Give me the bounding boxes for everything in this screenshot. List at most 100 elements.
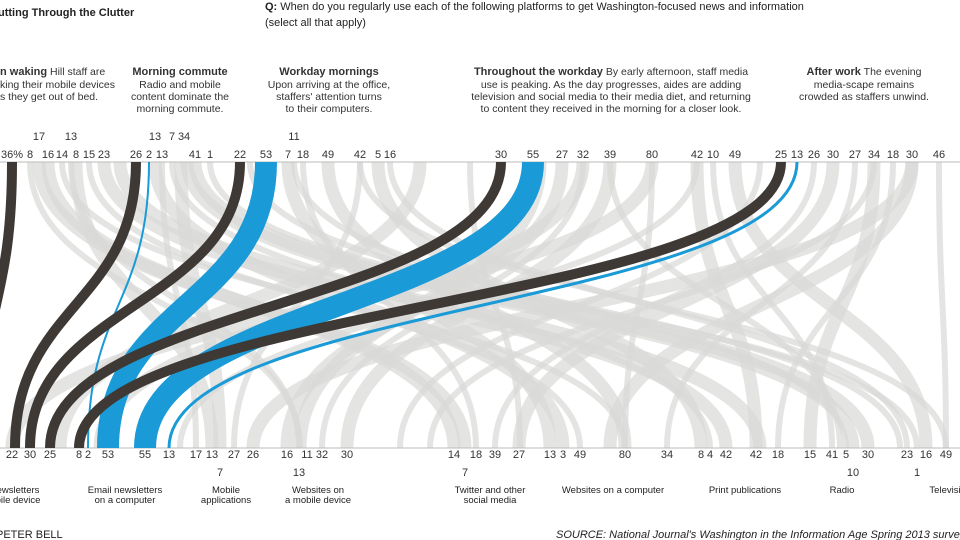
period-line: staffers' attention turns — [276, 91, 382, 103]
background-ribbon — [231, 161, 363, 449]
period-line: to their computers. — [286, 103, 373, 115]
top-number: 2 — [146, 149, 152, 161]
top-number: 39 — [604, 149, 616, 161]
bottom-number: 27 — [513, 449, 525, 461]
platform-label: ewsletters — [0, 485, 40, 496]
period-title: Morning commute — [132, 66, 227, 78]
highlight-ribbon — [45, 161, 506, 449]
bottom-number: 30 — [24, 449, 36, 461]
period-line: media-scape remains — [814, 79, 914, 91]
period-title: n waking — [0, 66, 47, 78]
highlight-ribbon — [0, 161, 17, 311]
top-raised-number: 3 — [178, 131, 184, 143]
platform-label: Televisi — [929, 485, 960, 496]
period-line: Radio and mobile — [139, 79, 221, 91]
top-raised-number: 4 — [184, 131, 190, 143]
bottom-lower-number: 7 — [217, 467, 223, 479]
bottom-number: 2 — [85, 449, 91, 461]
title: utting Through the Clutter — [0, 7, 135, 19]
bottom-number: 16 — [281, 449, 293, 461]
highlight-ribbon — [167, 161, 799, 449]
top-number: 25 — [775, 149, 787, 161]
top-number: 13 — [791, 149, 803, 161]
bottom-number: 25 — [44, 449, 56, 461]
top-number: 27 — [556, 149, 568, 161]
period-heading: n waking Hill staff are — [0, 66, 105, 78]
top-raised-number: 7 — [169, 131, 175, 143]
bottom-number: 80 — [619, 449, 631, 461]
bottom-lower-number: 1 — [914, 467, 920, 479]
top-number: 32 — [577, 149, 589, 161]
top-number: 41 — [189, 149, 201, 161]
top-number: 42 — [691, 149, 703, 161]
credit: PETER BELL — [0, 529, 63, 540]
bottom-number: 49 — [940, 449, 952, 461]
platform-label: Websites on a computer — [562, 485, 664, 496]
top-number: 30 — [906, 149, 918, 161]
bottom-number: 49 — [574, 449, 586, 461]
period-line: crowded as staffers unwind. — [799, 91, 929, 103]
top-number: 8 — [73, 149, 79, 161]
bottom-lower-number: 13 — [293, 467, 305, 479]
top-number: 30 — [827, 149, 839, 161]
bottom-number: 27 — [228, 449, 240, 461]
bottom-number: 42 — [720, 449, 732, 461]
background-ribbon — [427, 161, 877, 449]
top-number: 10 — [707, 149, 719, 161]
top-number: 26 — [808, 149, 820, 161]
period-line: content dominate the — [131, 91, 229, 103]
period-line: king their mobile devices — [0, 79, 115, 91]
top-number: 80 — [646, 149, 658, 161]
platform-label: Email newsletters — [88, 485, 163, 496]
bottom-number: 53 — [102, 449, 114, 461]
period-line: television and social media to their med… — [471, 91, 751, 103]
platform-label: Mobile — [212, 485, 240, 496]
bottom-number: 5 — [843, 449, 849, 461]
top-number: 15 — [83, 149, 95, 161]
bottom-number: 30 — [862, 449, 874, 461]
bottom-number: 13 — [163, 449, 175, 461]
top-number: 26 — [130, 149, 142, 161]
platform-label: Radio — [830, 485, 855, 496]
highlight-ribbon — [134, 161, 544, 449]
top-number: 16 — [384, 149, 396, 161]
period-heading: Throughout the workday By early afternoo… — [474, 66, 748, 78]
top-raised-number: 13 — [149, 131, 161, 143]
background-ribbon — [607, 161, 843, 449]
bottom-number: 15 — [804, 449, 816, 461]
top-number: 18 — [887, 149, 899, 161]
bottom-number: 26 — [247, 449, 259, 461]
top-number: 1 — [207, 149, 213, 161]
highlight-ribbon — [10, 161, 141, 449]
period-heading: After work The evening — [807, 66, 922, 78]
top-raised-number: 11 — [288, 131, 299, 143]
bottom-number: 4 — [707, 449, 713, 461]
period-line: morning commute. — [137, 103, 224, 115]
top-number: 13 — [156, 149, 168, 161]
background-ribbon — [603, 161, 919, 449]
top-number: 46 — [933, 149, 945, 161]
platform-label: on a computer — [95, 495, 156, 506]
bottom-number: 41 — [826, 449, 838, 461]
platform-label: Twitter and other — [455, 485, 526, 496]
bottom-lower-number: 10 — [847, 467, 859, 479]
ribbons — [0, 161, 960, 449]
bottom-number: 14 — [448, 449, 460, 461]
source: SOURCE: National Journal's Washington in… — [556, 529, 960, 540]
top-number: 55 — [527, 149, 539, 161]
platform-label: Print publications — [709, 485, 782, 496]
period-line: to content they received in the morning … — [481, 103, 742, 115]
question-text: When do you regularly use each of the fo… — [277, 1, 804, 13]
platform-label: social media — [464, 495, 518, 506]
period-title: After work — [807, 66, 862, 78]
period-title: Throughout the workday — [474, 66, 604, 78]
top-number: 36% — [1, 149, 23, 161]
top-number: 14 — [56, 149, 68, 161]
bottom-number: 32 — [316, 449, 328, 461]
period-lead: By early afternoon, staff media — [603, 66, 748, 78]
question-note: (select all that apply) — [265, 17, 366, 29]
period-title: Workday mornings — [279, 66, 378, 78]
period-line: use is peaking. As the day progresses, a… — [481, 79, 741, 91]
highlight-ribbon — [74, 161, 786, 449]
